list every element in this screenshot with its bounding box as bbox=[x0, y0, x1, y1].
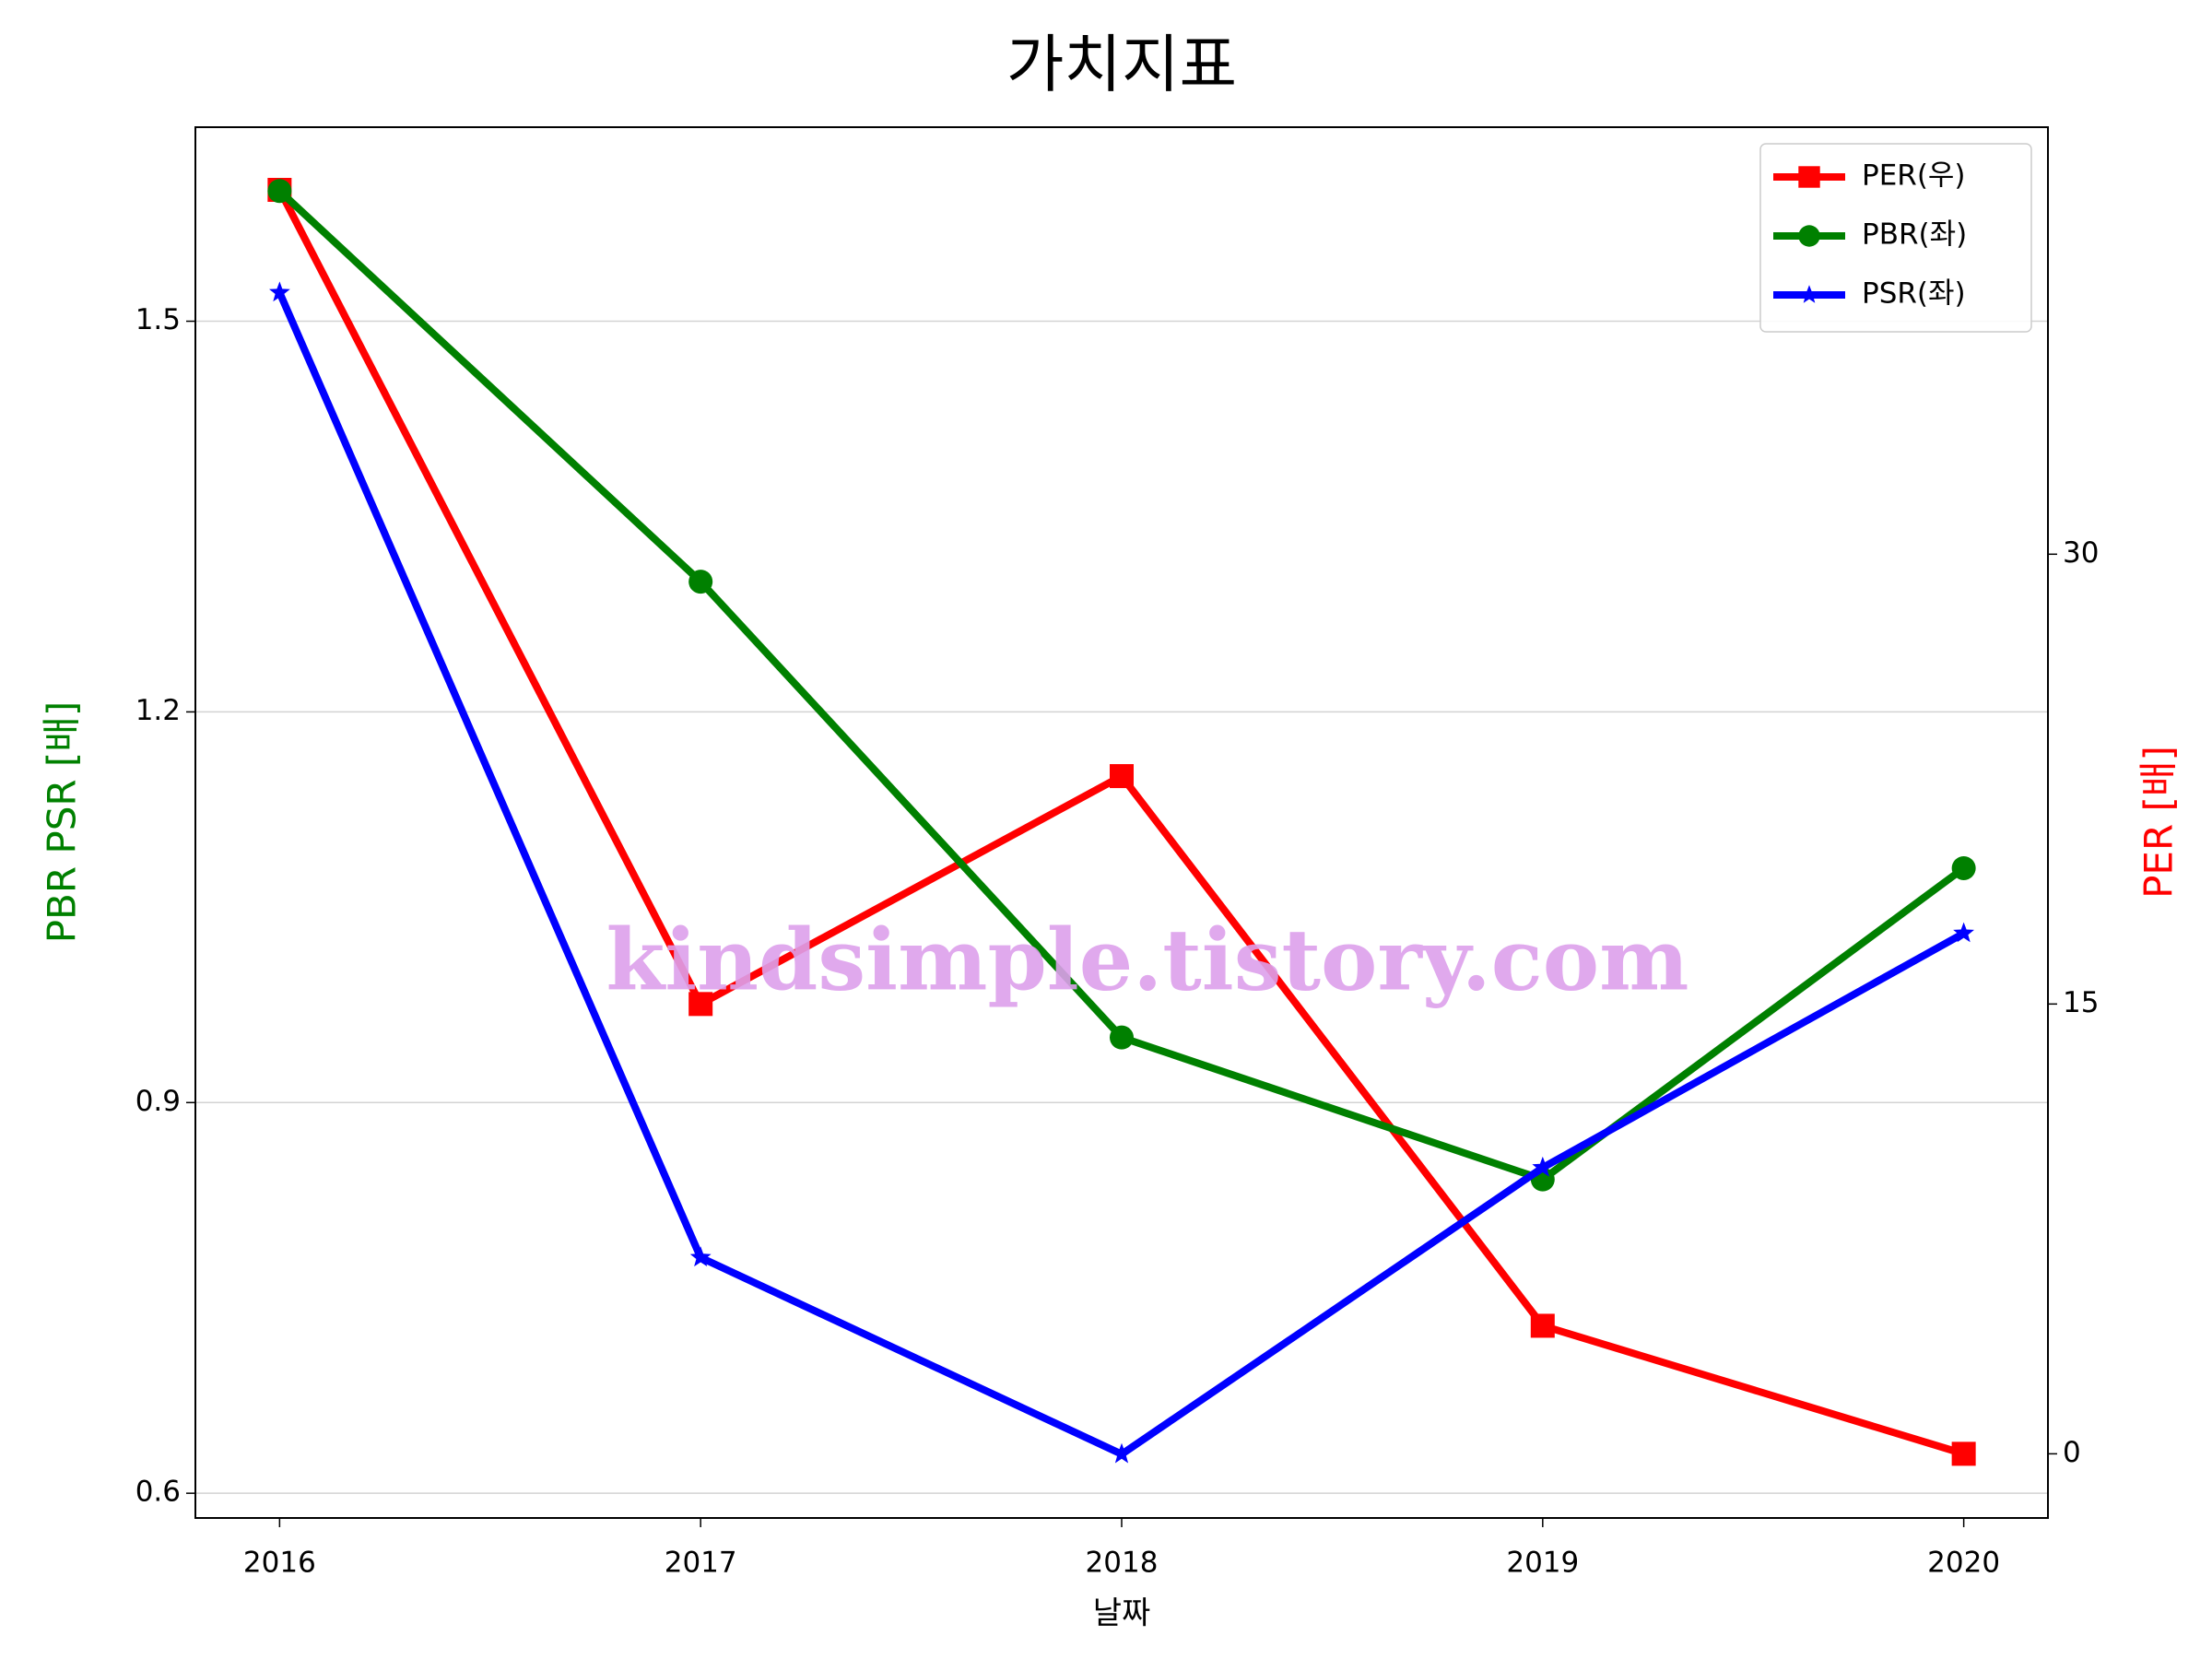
marker bbox=[1530, 1313, 1555, 1338]
marker bbox=[688, 992, 713, 1017]
legend: PER(우) PBR(좌) PSR(좌) bbox=[1759, 143, 2032, 333]
y2-tick-label: 15 bbox=[2063, 986, 2099, 1019]
y-tick-label: 0.6 bbox=[135, 1476, 181, 1509]
y-tick-label: 0.9 bbox=[135, 1085, 181, 1118]
marker bbox=[269, 281, 290, 302]
y-tick-label: 1.2 bbox=[135, 694, 181, 727]
legend-label: PER(우) bbox=[1862, 159, 1966, 193]
legend-box bbox=[1759, 143, 2032, 333]
marker bbox=[267, 179, 292, 204]
marker bbox=[688, 570, 713, 594]
x-axis-label: 날짜 bbox=[1093, 1595, 1151, 1632]
y-tick-label: 1.5 bbox=[135, 303, 181, 336]
marker bbox=[689, 1246, 712, 1267]
legend-label: PBR(좌) bbox=[1862, 218, 1967, 252]
chart-title: 가치지표 bbox=[1006, 29, 1237, 102]
y-axis-label: PBR PSR [배] bbox=[40, 701, 85, 944]
y2-tick-label: 30 bbox=[2063, 536, 2099, 570]
marker bbox=[1953, 922, 1974, 943]
legend-marker bbox=[1798, 166, 1820, 188]
x-tick-label: 2020 bbox=[1927, 1547, 2000, 1580]
x-tick-label: 2017 bbox=[665, 1547, 737, 1580]
marker bbox=[1110, 1025, 1134, 1050]
marker bbox=[1951, 855, 1976, 880]
x-tick-label: 2019 bbox=[1506, 1547, 1579, 1580]
marker bbox=[1951, 1441, 1976, 1466]
y2-tick-label: 0 bbox=[2063, 1436, 2081, 1469]
marker bbox=[1110, 764, 1134, 789]
marker bbox=[1532, 1156, 1554, 1177]
legend-label: PSR(좌) bbox=[1862, 277, 1966, 311]
y2-axis-label: PER [배] bbox=[2136, 746, 2182, 899]
marker bbox=[1111, 1442, 1133, 1464]
legend-marker bbox=[1799, 285, 1819, 303]
x-tick-label: 2016 bbox=[243, 1547, 316, 1580]
x-tick-label: 2018 bbox=[1086, 1547, 1159, 1580]
plot-frame bbox=[194, 126, 2049, 1519]
watermark: kindsimple.tistory.com bbox=[606, 911, 1688, 1010]
legend-marker bbox=[1798, 225, 1820, 247]
